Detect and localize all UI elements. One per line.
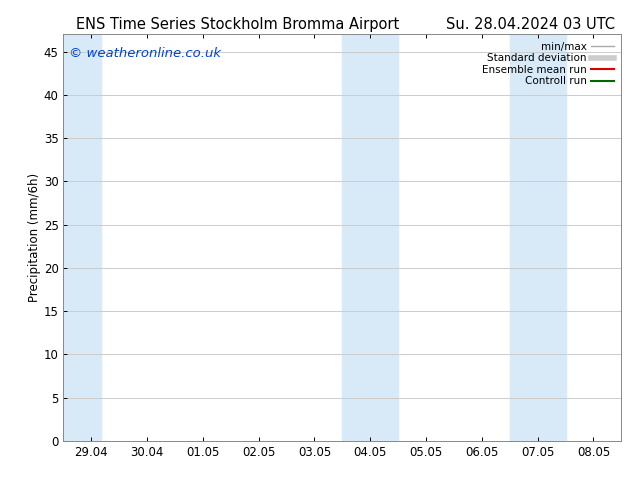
- Text: © weatheronline.co.uk: © weatheronline.co.uk: [69, 47, 221, 59]
- Bar: [342, 34, 398, 441]
- Bar: [510, 34, 566, 441]
- Text: ENS Time Series Stockholm Bromma Airport: ENS Time Series Stockholm Bromma Airport: [76, 17, 399, 32]
- Legend: min/max, Standard deviation, Ensemble mean run, Controll run: min/max, Standard deviation, Ensemble me…: [480, 40, 616, 88]
- Bar: [63, 34, 101, 441]
- Y-axis label: Precipitation (mm/6h): Precipitation (mm/6h): [28, 173, 41, 302]
- Text: Su. 28.04.2024 03 UTC: Su. 28.04.2024 03 UTC: [446, 17, 615, 32]
